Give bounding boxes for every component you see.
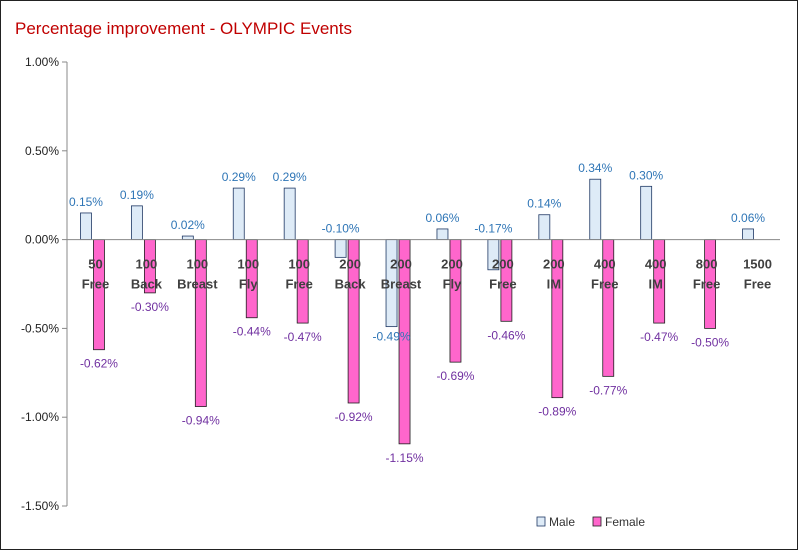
data-label-male: 0.14%: [527, 197, 561, 211]
bar-male: [589, 178, 602, 241]
data-label-female: -0.89%: [538, 405, 576, 419]
data-label-female: -0.62%: [80, 357, 118, 371]
data-label-male: 0.06%: [731, 211, 765, 225]
category-label-stroke: Free: [744, 277, 771, 292]
bar-male: [538, 214, 551, 240]
bar-male: [283, 187, 296, 240]
category-label-stroke: Free: [489, 277, 516, 292]
bar-male: [130, 205, 143, 241]
category-label-number: 100: [237, 257, 259, 272]
y-tick-label: 1.00%: [25, 55, 59, 69]
data-label-female: -0.50%: [691, 335, 729, 349]
category-label-number: 200: [441, 257, 463, 272]
data-label-female: -0.77%: [589, 383, 627, 397]
data-label-male: 0.34%: [578, 161, 612, 175]
data-label-male: -0.17%: [474, 222, 512, 236]
category-label-stroke: Breast: [381, 277, 422, 292]
category-label-stroke: Free: [591, 277, 618, 292]
bar-male: [436, 228, 449, 241]
data-label-male: 0.29%: [222, 170, 256, 184]
legend-swatch-female: [592, 516, 602, 527]
bar-male: [334, 239, 347, 258]
category-label-number: 400: [645, 257, 667, 272]
category-label-stroke: IM: [648, 277, 662, 292]
data-label-male: 0.06%: [425, 211, 459, 225]
category-label-stroke: Breast: [177, 277, 218, 292]
category-label-number: 50: [88, 257, 102, 272]
category-label-number: 100: [288, 257, 310, 272]
data-label-female: -0.47%: [284, 330, 322, 344]
category-label-number: 200: [543, 257, 565, 272]
data-label-female: -0.44%: [233, 325, 271, 339]
chart-title: Percentage improvement - OLYMPIC Events: [15, 19, 352, 38]
bar-male: [640, 185, 653, 241]
category-label-number: 1500: [743, 257, 772, 272]
data-label-male: 0.29%: [273, 170, 307, 184]
y-tick-label: 0.00%: [25, 233, 59, 247]
data-label-male: 0.15%: [69, 195, 103, 209]
y-tick-label: -0.50%: [21, 321, 59, 335]
data-label-female: -0.94%: [182, 414, 220, 428]
category-label-stroke: Back: [131, 277, 163, 292]
data-label-male: 0.30%: [629, 168, 663, 182]
category-label-number: 200: [492, 257, 514, 272]
bar-male: [181, 235, 194, 241]
data-label-female: -0.92%: [335, 410, 373, 424]
data-label-female: -1.15%: [386, 451, 424, 465]
data-label-female: -0.30%: [131, 300, 169, 314]
category-label-stroke: Free: [82, 277, 109, 292]
category-label-stroke: Back: [335, 277, 367, 292]
data-label-female: -0.47%: [640, 330, 678, 344]
category-label-number: 100: [186, 257, 208, 272]
legend-label-male: Male: [549, 515, 575, 529]
y-tick-label: -1.00%: [21, 410, 59, 424]
data-label-male: -0.10%: [322, 222, 360, 236]
legend-label-female: Female: [605, 515, 645, 529]
category-label-stroke: Free: [693, 277, 720, 292]
data-label-female: -0.69%: [436, 369, 474, 383]
bar-male: [80, 212, 92, 241]
bar-male: [742, 228, 754, 241]
legend-swatch-male: [536, 516, 546, 527]
data-label-male: -0.49%: [373, 330, 411, 344]
bar-male: [232, 187, 245, 240]
category-label-number: 200: [339, 257, 361, 272]
data-label-male: 0.19%: [120, 188, 154, 202]
category-label-number: 400: [594, 257, 616, 272]
category-label-number: 100: [136, 257, 158, 272]
category-label-number: 800: [696, 257, 718, 272]
category-label-stroke: Free: [285, 277, 312, 292]
data-label-female: -0.46%: [487, 328, 525, 342]
category-label-stroke: Fly: [239, 277, 259, 292]
y-tick-label: -1.50%: [21, 499, 59, 513]
category-label-stroke: IM: [547, 277, 561, 292]
category-label-stroke: Fly: [443, 277, 463, 292]
category-label-number: 200: [390, 257, 412, 272]
data-label-male: 0.02%: [171, 218, 205, 232]
y-tick-label: 0.50%: [25, 144, 59, 158]
